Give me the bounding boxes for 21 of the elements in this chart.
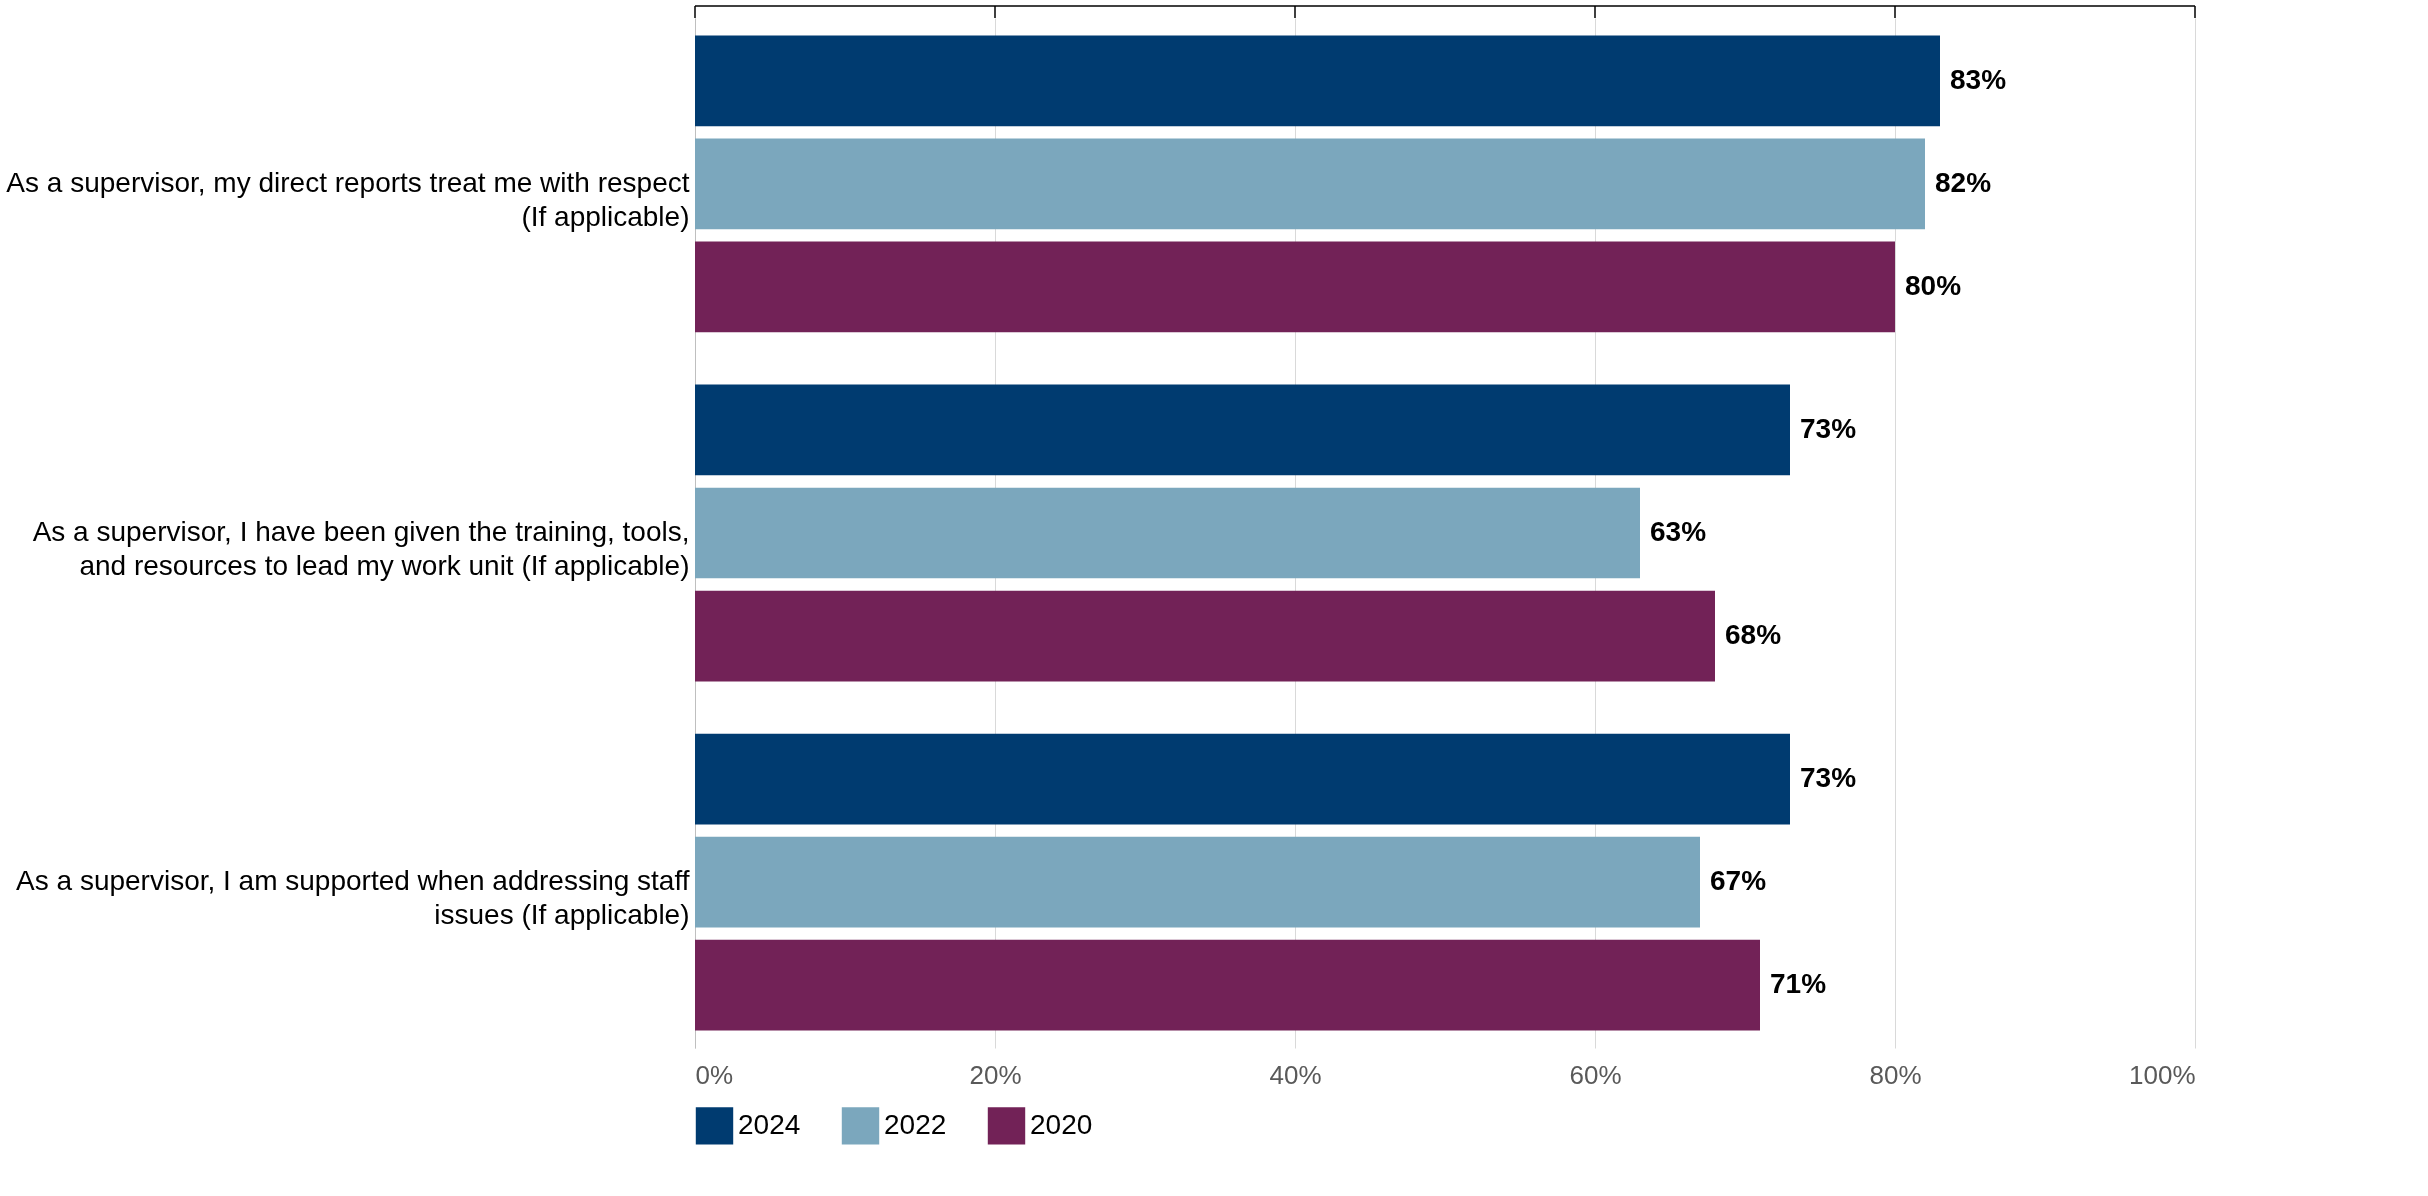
data-label: 73% xyxy=(1800,412,1857,444)
x-tick-label: 80% xyxy=(1869,1059,1922,1090)
data-label: 63% xyxy=(1650,516,1707,547)
data-label: 67% xyxy=(1710,865,1767,897)
x-tick-label: 0% xyxy=(695,1059,734,1090)
x-tick-label: 100% xyxy=(2129,1059,2196,1090)
y-tick-label: As a supervisor, my direct reports treat me with respect (If applicable) xyxy=(6,166,690,232)
data-label: 82% xyxy=(1935,166,1992,198)
y-tick-label: As a supervisor, I have been given the training, tools, and resources to lead my work unit (If applicable) xyxy=(32,516,690,581)
legend-label: 2020 xyxy=(1030,1108,1093,1140)
data-label: 73% xyxy=(1800,762,1857,794)
x-tick-label: 20% xyxy=(969,1059,1022,1090)
data-label: 83% xyxy=(1950,63,2007,95)
data-label: 71% xyxy=(1770,968,1827,1000)
legend-label: 2022 xyxy=(884,1108,947,1140)
legend-label: 2024 xyxy=(738,1108,801,1140)
data-label: 68% xyxy=(1725,619,1782,651)
y-tick-label: As a supervisor, I am supported when addressing staff issues (If applicable) xyxy=(16,865,690,931)
x-tick-label: 40% xyxy=(1269,1059,1322,1090)
x-tick-label: 60% xyxy=(1569,1059,1622,1090)
data-label: 80% xyxy=(1905,269,1962,301)
